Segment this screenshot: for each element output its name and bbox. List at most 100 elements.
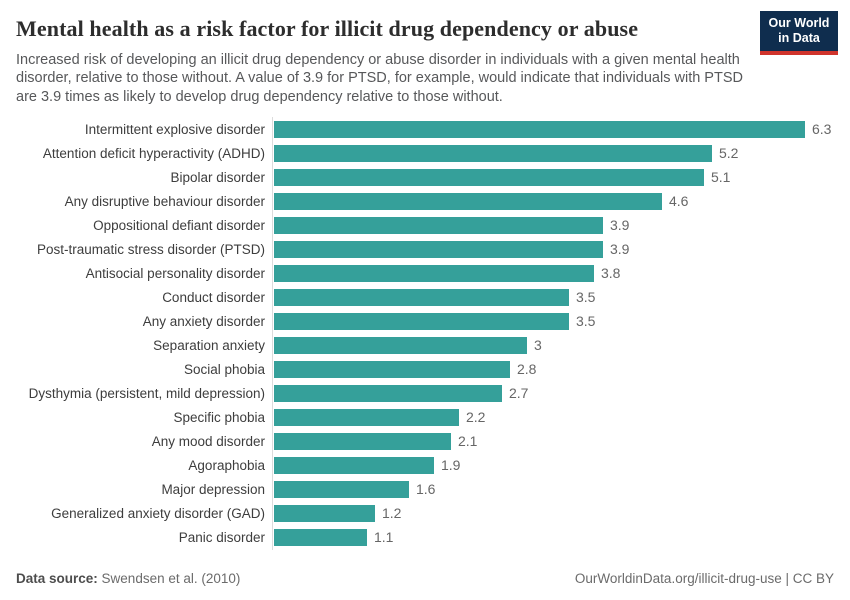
chart-row: Generalized anxiety disorder (GAD) 1.2 <box>0 504 850 522</box>
bar-area: 3.9 <box>272 216 850 234</box>
bar[interactable] <box>274 192 662 210</box>
bar[interactable] <box>274 288 569 306</box>
bar[interactable] <box>274 456 434 474</box>
category-label: Post-traumatic stress disorder (PTSD) <box>36 241 265 257</box>
value-label: 2.7 <box>509 385 529 402</box>
bar[interactable] <box>274 264 594 282</box>
data-source-label: Data source: <box>16 571 98 586</box>
bar[interactable] <box>274 480 409 498</box>
chart-row: Intermittent explosive disorder 6.3 <box>0 120 850 138</box>
license-link[interactable]: OurWorldinData.org/illicit-drug-use | CC… <box>574 571 834 586</box>
category-label: Social phobia <box>183 361 265 377</box>
category-label: Panic disorder <box>178 529 265 545</box>
data-source-value: Swendsen et al. (2010) <box>101 571 241 586</box>
bar-area: 3 <box>272 336 850 354</box>
page-title: Mental health as a risk factor for illic… <box>16 16 639 41</box>
chart-header: Mental health as a risk factor for illic… <box>0 0 850 106</box>
value-label: 5.2 <box>719 145 739 162</box>
chart-row: Social phobia 2.8 <box>0 360 850 378</box>
category-label: Attention deficit hyperactivity (ADHD) <box>42 145 265 161</box>
chart-row: Conduct disorder 3.5 <box>0 288 850 306</box>
bar[interactable] <box>274 168 704 186</box>
value-label: 3 <box>534 337 542 354</box>
chart-row: Panic disorder 1.1 <box>0 528 850 546</box>
bar-area: 1.9 <box>272 456 850 474</box>
chart-footer: Data source: Swendsen et al. (2010) OurW… <box>16 571 834 586</box>
value-label: 3.5 <box>576 313 596 330</box>
value-label: 1.6 <box>416 481 436 498</box>
owid-logo-line2: in Data <box>778 31 820 45</box>
chart-row: Oppositional defiant disorder 3.9 <box>0 216 850 234</box>
bar-area: 6.3 <box>272 120 850 138</box>
bar-area: 3.5 <box>272 288 850 306</box>
bar-area: 3.8 <box>272 264 850 282</box>
chart-row: Dysthymia (persistent, mild depression) 2… <box>0 384 850 402</box>
bar[interactable] <box>274 144 712 162</box>
bar[interactable] <box>274 528 367 546</box>
bar-area: 2.1 <box>272 432 850 450</box>
chart-row: Antisocial personality disorder 3.8 <box>0 264 850 282</box>
category-label: Any anxiety disorder <box>142 313 265 329</box>
chart-row: Separation anxiety 3 <box>0 336 850 354</box>
category-label: Bipolar disorder <box>170 169 265 185</box>
bar-area: 4.6 <box>272 192 850 210</box>
chart-row: Major depression 1.6 <box>0 480 850 498</box>
bar[interactable] <box>274 336 527 354</box>
chart-row: Bipolar disorder 5.1 <box>0 168 850 186</box>
bar-area: 5.2 <box>272 144 850 162</box>
category-label: Dysthymia (persistent, mild depression) <box>28 385 265 401</box>
bar[interactable] <box>274 240 603 258</box>
bar[interactable] <box>274 432 451 450</box>
value-label: 1.9 <box>441 457 461 474</box>
value-label: 2.2 <box>466 409 486 426</box>
category-label: Antisocial personality disorder <box>85 265 265 281</box>
chart-row: Any mood disorder 2.1 <box>0 432 850 450</box>
value-label: 3.5 <box>576 289 596 306</box>
bar-area: 1.1 <box>272 528 850 546</box>
value-label: 2.8 <box>517 361 537 378</box>
bar-area: 2.8 <box>272 360 850 378</box>
value-label: 3.9 <box>610 241 630 258</box>
bar-area: 2.7 <box>272 384 850 402</box>
bar[interactable] <box>274 360 510 378</box>
value-label: 6.3 <box>812 121 832 138</box>
chart-row: Specific phobia 2.2 <box>0 408 850 426</box>
chart-row: Any anxiety disorder 3.5 <box>0 312 850 330</box>
owid-logo-line1: Our World <box>768 16 830 30</box>
bar-area: 2.2 <box>272 408 850 426</box>
category-label: Generalized anxiety disorder (GAD) <box>51 505 265 521</box>
bar[interactable] <box>274 408 459 426</box>
bar-area: 1.2 <box>272 504 850 522</box>
chart-row: Any disruptive behaviour disorder 4.6 <box>0 192 850 210</box>
value-label: 3.9 <box>610 217 630 234</box>
bar[interactable] <box>274 120 805 138</box>
data-source: Data source: Swendsen et al. (2010) <box>16 571 240 586</box>
category-label: Any disruptive behaviour disorder <box>64 193 265 209</box>
bar[interactable] <box>274 384 502 402</box>
chart-subtitle: Increased risk of developing an illicit … <box>16 52 743 105</box>
value-label: 1.2 <box>382 505 402 522</box>
value-label: 2.1 <box>458 433 478 450</box>
category-label: Conduct disorder <box>162 289 265 305</box>
value-label: 3.8 <box>601 265 621 282</box>
category-label: Specific phobia <box>173 409 265 425</box>
bar-area: 3.5 <box>272 312 850 330</box>
chart-row: Post-traumatic stress disorder (PTSD) 3.9 <box>0 240 850 258</box>
chart-row: Attention deficit hyperactivity (ADHD) 5.… <box>0 144 850 162</box>
bar[interactable] <box>274 216 603 234</box>
bar-chart: Intermittent explosive disorder 6.3 Attent… <box>0 116 850 550</box>
category-label: Separation anxiety <box>153 337 265 353</box>
bar[interactable] <box>274 504 375 522</box>
bar-rows: Intermittent explosive disorder 6.3 Attent… <box>0 120 850 546</box>
bar[interactable] <box>274 312 569 330</box>
category-label: Intermittent explosive disorder <box>84 121 265 137</box>
owid-logo[interactable]: Our World in Data <box>760 11 838 55</box>
category-label: Oppositional defiant disorder <box>93 217 265 233</box>
bar-area: 1.6 <box>272 480 850 498</box>
value-label: 4.6 <box>669 193 689 210</box>
category-label: Major depression <box>161 481 265 497</box>
category-label: Agoraphobia <box>188 457 265 473</box>
value-label: 1.1 <box>374 529 394 546</box>
y-axis-line <box>272 116 273 550</box>
